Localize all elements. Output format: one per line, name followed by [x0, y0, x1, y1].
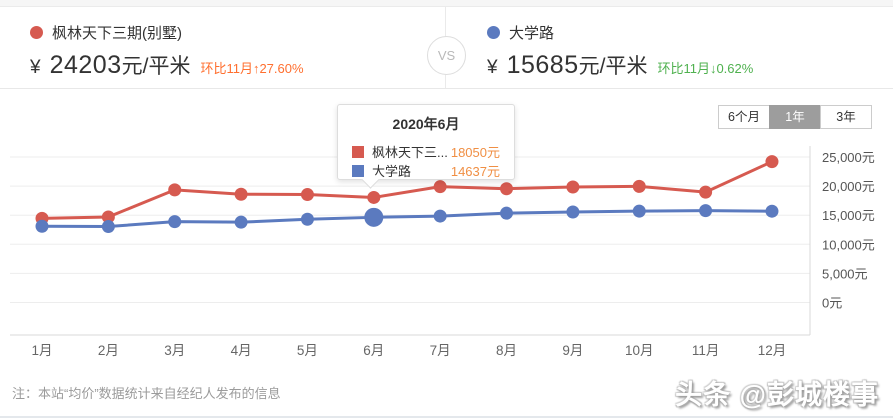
community-b-currency: ¥ — [487, 57, 498, 78]
data-point[interactable] — [699, 185, 713, 199]
data-point[interactable] — [632, 204, 646, 218]
community-a-unit: 元/平米 — [121, 55, 191, 78]
comparison-header: 枫林天下三期(别墅) ¥ 24203 元/平米 环比11月↑27.60% VS … — [0, 7, 893, 89]
y-axis-label: 15,000元 — [822, 208, 875, 223]
data-point[interactable] — [168, 215, 182, 229]
chart-tooltip: 2020年6月 枫林天下三... 18050元 大学路 14637元 — [337, 104, 515, 180]
y-axis-label: 10,000元 — [822, 237, 875, 252]
toutiao-watermark: 头条 @彭城楼事 — [675, 380, 879, 410]
y-axis-label: 20,000元 — [822, 179, 875, 194]
tooltip-row-b: 大学路 14637元 — [352, 161, 500, 180]
price-trend-chart[interactable]: 25,000元 20,000元 15,000元 10,000元 5,000元 0元 1月 2月… — [0, 89, 893, 370]
x-axis-label: 8月 — [496, 343, 517, 358]
price-trend-chart-section: 25,000元 20,000元 15,000元 10,000元 5,000元 0元 1月 2月… — [0, 89, 893, 370]
top-divider-strip — [0, 0, 893, 7]
tooltip-series-b-label: 大学路 — [372, 164, 412, 179]
community-b-name: 大学路 — [509, 24, 555, 42]
data-point[interactable] — [367, 190, 381, 204]
data-point[interactable] — [101, 210, 115, 224]
x-axis-label: 1月 — [31, 343, 52, 358]
period-toggle-group: 6个月 1年 3年 — [718, 105, 872, 129]
tooltip-series-a-label: 枫林天下三... — [372, 145, 448, 160]
tooltip-series-a-value: 18050元 — [450, 145, 500, 160]
data-point[interactable] — [632, 179, 646, 193]
series-b-dot-icon — [487, 25, 500, 39]
data-point[interactable] — [168, 183, 182, 197]
series-line — [41, 160, 773, 220]
data-point[interactable] — [234, 215, 248, 229]
footer: 注：本站“均价”数据统计来自经纪人发布的信息 头条 @彭城楼事 — [0, 370, 893, 418]
community-a-name: 枫林天下三期(别墅) — [52, 24, 182, 42]
x-axis-label: 7月 — [430, 343, 451, 358]
series-a-dot-icon — [30, 25, 43, 39]
community-b-price: 15685 — [506, 51, 579, 79]
data-point[interactable] — [234, 187, 248, 201]
y-axis-label: 25,000元 — [822, 150, 875, 165]
data-point[interactable] — [35, 219, 49, 233]
data-point[interactable] — [500, 182, 514, 196]
tooltip-title: 2020年6月 — [392, 116, 460, 132]
data-point[interactable] — [765, 204, 779, 218]
x-axis-label: 6月 — [363, 343, 384, 358]
tooltip-series-b-square-icon — [352, 164, 364, 177]
period-button-1year[interactable]: 1年 — [769, 105, 821, 129]
tooltip-series-b-value: 14637元 — [450, 164, 500, 179]
community-b-panel: 大学路 ¥ 15685 元/平米 环比11月↓0.62% — [446, 7, 893, 88]
period-button-3years[interactable]: 3年 — [820, 105, 872, 129]
data-point[interactable] — [699, 204, 713, 218]
x-axis-label: 11月 — [692, 343, 720, 358]
data-point[interactable] — [300, 212, 314, 226]
community-b-mom-change: 环比11月↓0.62% — [657, 61, 754, 76]
community-a-price: 24203 — [49, 51, 122, 79]
data-point[interactable] — [765, 155, 779, 169]
x-axis-label: 4月 — [231, 343, 252, 358]
x-axis-label: 12月 — [758, 343, 787, 358]
series-line — [41, 209, 772, 229]
y-axis-label: 5,000元 — [822, 266, 868, 281]
community-a-currency: ¥ — [30, 57, 41, 78]
x-axis-label: 2月 — [98, 343, 119, 358]
x-axis-label: 10月 — [625, 343, 654, 358]
data-point[interactable] — [500, 206, 514, 220]
data-point-highlighted[interactable] — [364, 207, 384, 227]
data-point[interactable] — [433, 209, 447, 223]
data-point[interactable] — [566, 205, 580, 219]
x-axis-label: 5月 — [297, 343, 318, 358]
period-button-6months[interactable]: 6个月 — [718, 105, 770, 129]
data-point[interactable] — [566, 180, 580, 194]
vs-badge: VS — [427, 36, 466, 75]
data-point[interactable] — [101, 220, 115, 234]
data-point[interactable] — [300, 188, 314, 202]
y-axis-label: 0元 — [822, 296, 842, 311]
tooltip-row-a: 枫林天下三... 18050元 — [352, 142, 500, 161]
community-a-panel: 枫林天下三期(别墅) ¥ 24203 元/平米 环比11月↑27.60% — [0, 7, 446, 88]
tooltip-series-a-square-icon — [352, 145, 364, 158]
x-axis-label: 3月 — [164, 343, 185, 358]
community-a-mom-change: 环比11月↑27.60% — [200, 61, 304, 76]
community-b-unit: 元/平米 — [578, 55, 648, 78]
data-point[interactable] — [433, 180, 447, 194]
x-axis-label: 9月 — [562, 343, 583, 358]
data-source-note: 注：本站“均价”数据统计来自经纪人发布的信息 — [12, 386, 281, 401]
